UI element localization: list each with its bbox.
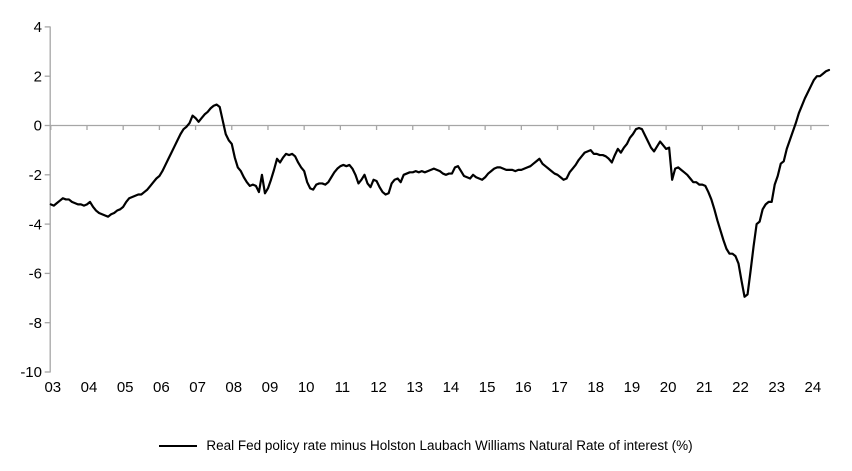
x-tick-label: 04 [81,379,98,396]
x-tick-label: 12 [370,379,387,396]
x-tick-label: 17 [551,379,568,396]
y-tick-label: 2 [34,68,42,85]
y-tick-label: 4 [34,19,42,36]
x-tick-label: 10 [298,379,315,396]
y-tick-label: -10 [20,364,42,381]
y-tick-label: -8 [29,315,42,332]
x-tick-label: 21 [696,379,713,396]
series-line [49,68,831,298]
x-tick-label: 08 [225,379,242,396]
x-tick-label: 05 [117,379,134,396]
legend: Real Fed policy rate minus Holston Lauba… [0,438,852,453]
x-tick-label: 11 [335,379,351,396]
y-tick-label: -4 [29,216,42,233]
y-tick-label: 0 [34,118,42,135]
x-tick-label: 22 [732,379,749,396]
y-tick-label: -6 [29,266,42,283]
legend-line-sample [159,444,198,447]
x-tick-label: 07 [189,379,206,396]
x-tick-label: 23 [768,379,785,396]
x-tick-label: 18 [587,379,604,396]
x-tick-label: 06 [153,379,170,396]
x-tick-label: 24 [805,379,822,396]
x-tick-label: 14 [443,379,460,396]
y-tick-label: -2 [29,167,42,184]
x-tick-label: 13 [406,379,423,396]
x-tick-label: 19 [624,379,641,396]
x-tick-label: 09 [262,379,279,396]
x-tick-label: 16 [515,379,532,396]
x-tick-label: 03 [44,379,61,396]
legend-label: Real Fed policy rate minus Holston Lauba… [206,438,693,453]
x-tick-label: 15 [479,379,496,396]
x-tick-label: 20 [660,379,677,396]
